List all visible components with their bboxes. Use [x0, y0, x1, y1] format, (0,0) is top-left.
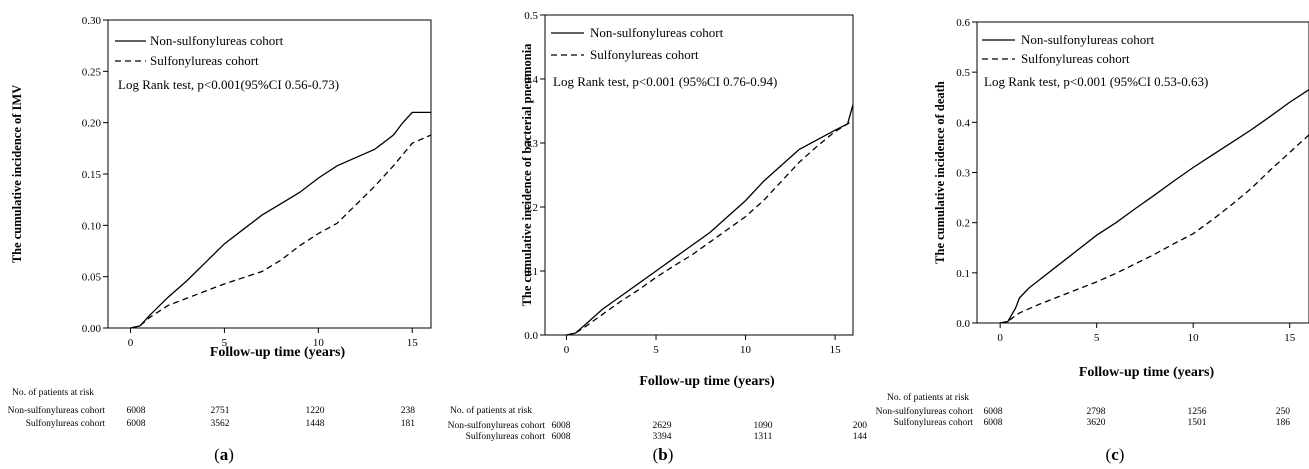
- panel-label: (b): [653, 445, 674, 464]
- y-tick-label: 0.3: [956, 168, 970, 180]
- y-tick-label: 0.15: [82, 169, 102, 181]
- y-tick-label: 0.00: [82, 323, 102, 335]
- plot-frame: [544, 14, 854, 336]
- series-line-non-sulfonylureas: [130, 111, 431, 328]
- risk-value: 186: [1276, 418, 1291, 428]
- y-tick-label: 0.6: [956, 17, 970, 29]
- risk-row-label: Non-sulfonylureas cohort: [876, 406, 974, 417]
- y-tick-label: 0.4: [956, 117, 970, 129]
- y-tick-label: 0.10: [82, 220, 102, 232]
- y-tick-label: 0.4: [524, 74, 538, 86]
- risk-value: 238: [401, 406, 416, 416]
- x-tick-label: 10: [740, 344, 752, 356]
- x-axis-title: Follow-up time (years): [210, 345, 346, 360]
- panel-label: (a): [214, 445, 234, 464]
- risk-row-label: Non-sulfonylureas cohort: [8, 405, 106, 416]
- x-tick-label: 5: [222, 337, 228, 349]
- risk-table-title: No. of patients at risk: [887, 392, 969, 403]
- y-tick-label: 0.2: [524, 202, 538, 214]
- risk-table-title: No. of patients at risk: [450, 405, 532, 416]
- legend-entry: Sulfonylureas cohort: [150, 53, 259, 68]
- y-tick-label: 0.25: [82, 66, 102, 78]
- y-tick-label: 0.0: [524, 330, 538, 342]
- log-rank-annotation: Log Rank test, p<0.001 (95%CI 0.53-0.63): [984, 74, 1208, 89]
- legend-entry: Non-sulfonylureas cohort: [150, 33, 284, 48]
- legend-entry: Sulfonylureas cohort: [590, 47, 699, 62]
- x-axis-title: Follow-up time (years): [1079, 365, 1215, 380]
- legend-entry: Sulfonylureas cohort: [1021, 51, 1130, 66]
- y-tick-label: 0.30: [82, 15, 102, 27]
- series-line-non-sulfonylureas: [566, 104, 853, 335]
- risk-row-label: Sulfonylureas cohort: [26, 418, 106, 429]
- risk-value: 2798: [1087, 407, 1106, 417]
- y-tick-label: 0.0: [956, 318, 970, 330]
- chart-panel-c: 0.0 0.1 0.2 0.3 0.4 0.5 0.6 0 5 10 15 The cumulativ…: [876, 17, 1309, 464]
- y-tick-label: 0.2: [956, 218, 970, 230]
- plot-frame: [976, 21, 1309, 324]
- risk-value: 1501: [1188, 418, 1207, 428]
- risk-value: 144: [853, 432, 868, 442]
- risk-value: 3562: [211, 419, 230, 429]
- series-line-sulfonylureas: [130, 134, 431, 328]
- y-tick-label: 0.1: [524, 266, 538, 278]
- series-line-non-sulfonylureas: [1000, 89, 1309, 323]
- risk-value: 6008: [127, 419, 146, 429]
- risk-value: 6008: [552, 432, 571, 442]
- risk-value: 6008: [984, 407, 1003, 417]
- risk-value: 250: [1276, 407, 1291, 417]
- risk-value: 2751: [211, 406, 230, 416]
- log-rank-annotation: Log Rank test, p<0.001(95%CI 0.56-0.73): [118, 77, 339, 92]
- x-tick-label: 15: [1284, 332, 1296, 344]
- y-axis-title: The cumulative incidence of death: [933, 81, 947, 264]
- chart-panel-b: 0.0 0.1 0.2 0.3 0.4 0.5 0 5 10 15 The cumulative i…: [448, 10, 868, 464]
- x-tick-label: 5: [1094, 332, 1100, 344]
- y-tick-label: 0.05: [82, 272, 102, 284]
- risk-value: 6008: [984, 418, 1003, 428]
- risk-row-label: Sulfonylureas cohort: [894, 417, 974, 428]
- x-tick-label: 0: [564, 344, 570, 356]
- risk-value: 200: [853, 421, 868, 431]
- risk-value: 1448: [306, 419, 325, 429]
- risk-value: 181: [401, 419, 416, 429]
- x-tick-label: 10: [313, 337, 325, 349]
- y-axis-title: The cumulative incidence of bacterial pn…: [520, 43, 534, 307]
- y-tick-label: 0.20: [82, 118, 102, 130]
- x-axis-title: Follow-up time (years): [639, 374, 775, 389]
- risk-value: 6008: [552, 421, 571, 431]
- risk-value: 3620: [1087, 418, 1106, 428]
- x-tick-label: 0: [128, 337, 134, 349]
- risk-row-label: Sulfonylureas cohort: [466, 431, 546, 442]
- legend-entry: Non-sulfonylureas cohort: [1021, 32, 1155, 47]
- risk-value: 3394: [653, 432, 672, 442]
- series-line-sulfonylureas: [566, 120, 853, 335]
- risk-value: 1311: [754, 432, 773, 442]
- legend-entry: Non-sulfonylureas cohort: [590, 25, 724, 40]
- y-tick-label: 0.3: [524, 138, 538, 150]
- panel-label: (c): [1106, 445, 1125, 464]
- y-tick-label: 0.1: [956, 268, 970, 280]
- risk-value: 2629: [653, 421, 672, 431]
- x-tick-label: 5: [653, 344, 659, 356]
- y-axis-title: The cumulative incidence of IMV: [10, 85, 24, 263]
- risk-value: 1256: [1188, 407, 1207, 417]
- chart-panel-a: 0.00 0.05 0.10 0.15 0.20 0.25 0.30 0 5 10 15 The cu…: [8, 15, 432, 464]
- x-tick-label: 15: [830, 344, 842, 356]
- risk-row-label: Non-sulfonylureas cohort: [448, 420, 546, 431]
- risk-value: 1220: [306, 406, 325, 416]
- risk-value: 1090: [754, 421, 773, 431]
- risk-table-title: No. of patients at risk: [12, 387, 94, 398]
- series-line-sulfonylureas: [1000, 134, 1309, 323]
- x-tick-label: 15: [407, 337, 419, 349]
- y-tick-label: 0.5: [524, 10, 538, 22]
- x-tick-label: 10: [1188, 332, 1200, 344]
- risk-value: 6008: [127, 406, 146, 416]
- log-rank-annotation: Log Rank test, p<0.001 (95%CI 0.76-0.94): [553, 74, 777, 89]
- x-tick-label: 0: [997, 332, 1003, 344]
- y-tick-label: 0.5: [956, 67, 970, 79]
